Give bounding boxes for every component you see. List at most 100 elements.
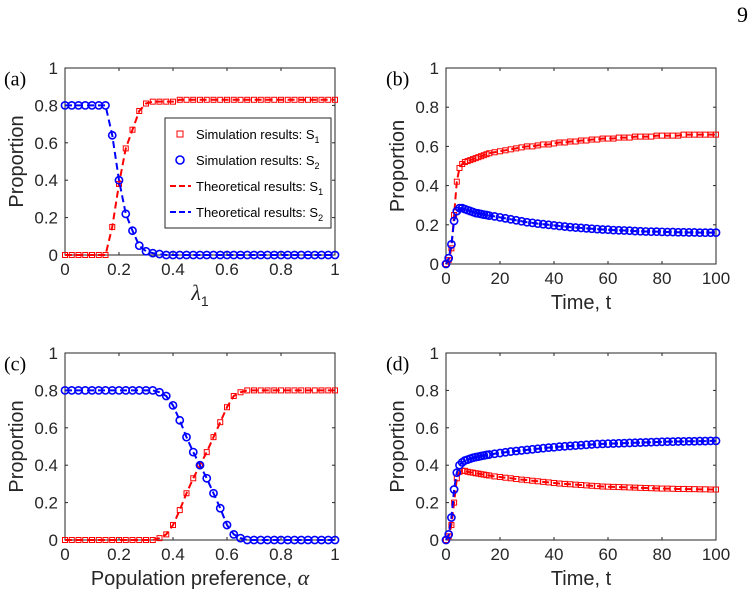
legend-label: Simulation results: S1 [196, 127, 320, 145]
data-point-s2 [598, 225, 607, 234]
data-point-s2 [533, 219, 543, 229]
data-point-s2 [641, 227, 651, 236]
x-tick-label: 20 [491, 545, 510, 564]
y-tick-label: 0.2 [34, 209, 58, 228]
x-tick-label: 0.4 [161, 260, 185, 279]
data-point-s2 [168, 400, 178, 410]
data-point-s1 [170, 522, 176, 529]
data-point-s1 [325, 96, 332, 103]
y-axis-label: Proportion [6, 115, 28, 207]
page-number: 9 [737, 2, 748, 27]
data-point-s2 [522, 217, 532, 227]
data-point-s2 [652, 437, 661, 447]
y-tick-label: 0.2 [34, 494, 58, 513]
data-point-s2 [679, 227, 688, 237]
data-point-s2 [229, 529, 239, 539]
x-tick-label: 0 [60, 545, 69, 564]
data-point-s1 [197, 462, 203, 469]
x-tick-label: 1 [330, 260, 339, 279]
x-tick-label: 0 [441, 545, 450, 564]
y-tick-label: 0.8 [415, 381, 439, 400]
data-point-s1 [332, 387, 338, 394]
data-point-s2 [555, 442, 564, 452]
data-point-s2 [215, 503, 225, 513]
x-tick-label: 1 [330, 545, 339, 564]
data-point-s2 [449, 485, 459, 494]
data-point-s2 [565, 441, 575, 451]
data-point-s2 [446, 513, 456, 522]
y-tick-label: 0.2 [415, 216, 439, 235]
data-point-s2 [684, 228, 694, 237]
data-point-s1 [224, 404, 230, 411]
x-tick-label: 100 [702, 545, 730, 564]
panel-label: (d) [386, 354, 409, 376]
data-point-s2 [619, 226, 629, 235]
y-tick-label: 1 [430, 344, 439, 363]
data-point-s2 [121, 209, 131, 219]
y-tick-label: 0 [49, 246, 58, 265]
data-point-s2 [711, 228, 721, 238]
data-point-s2 [511, 215, 521, 225]
x-tick-label: 40 [545, 545, 564, 564]
data-point-s1 [291, 387, 298, 394]
y-tick-label: 0.4 [34, 171, 58, 190]
data-point-s2 [700, 436, 710, 446]
data-point-s1 [318, 96, 325, 103]
data-point-s2 [657, 227, 667, 237]
data-point-s2 [592, 224, 602, 234]
y-tick-label: 1 [49, 344, 58, 363]
data-point-s2 [500, 447, 510, 457]
legend-label: Simulation results: S2 [196, 153, 320, 171]
data-point-s1 [136, 108, 143, 115]
data-point-s2 [511, 446, 521, 456]
data-point-s2 [619, 438, 629, 448]
data-point-s1 [237, 96, 244, 103]
y-tick-label: 0.8 [34, 96, 58, 115]
data-point-s1 [122, 145, 129, 152]
data-point-s2 [490, 449, 499, 459]
x-tick-label: 0.8 [269, 260, 293, 279]
y-tick-label: 0.6 [415, 137, 439, 156]
data-point-s2 [455, 203, 464, 213]
y-tick-label: 0.6 [34, 419, 58, 438]
data-point-s1 [190, 96, 197, 103]
data-point-s2 [646, 227, 656, 237]
legend-box [164, 117, 332, 229]
y-tick-label: 1 [430, 59, 439, 78]
data-point-s2 [700, 228, 710, 238]
data-point-s1 [318, 387, 325, 394]
x-tick-label: 0.6 [215, 260, 239, 279]
data-point-s1 [136, 537, 143, 543]
y-tick-label: 0 [430, 255, 439, 274]
data-point-s1 [156, 98, 163, 105]
x-tick-label: 60 [599, 545, 618, 564]
data-point-s2 [209, 488, 218, 498]
x-tick-label: 0.2 [107, 545, 131, 564]
panel-label: (b) [386, 69, 409, 91]
data-point-s2 [528, 444, 537, 454]
data-point-s2 [652, 227, 661, 237]
y-tick-label: 0.8 [34, 381, 58, 400]
y-axis-label: Proportion [6, 400, 28, 492]
data-point-s2 [571, 223, 580, 232]
data-point-s2 [679, 437, 688, 446]
data-point-s1 [332, 96, 338, 103]
data-point-s2 [576, 223, 586, 233]
data-point-s2 [663, 227, 672, 237]
x-tick-label: 100 [702, 269, 730, 288]
data-point-s2 [673, 227, 683, 237]
x-axis-label: λ1 [190, 280, 209, 309]
data-point-s1 [62, 252, 68, 258]
data-point-s2 [549, 220, 559, 230]
plot-area [445, 352, 717, 541]
data-point-s2 [603, 439, 613, 449]
data-point-s2 [668, 227, 678, 237]
data-point-s1 [453, 178, 460, 185]
data-point-s1 [210, 434, 217, 441]
x-axis-label: Population preference, α [91, 565, 310, 590]
data-point-s2 [695, 436, 705, 446]
data-point-s2 [636, 226, 645, 236]
data-point-s1 [203, 449, 210, 456]
data-point-s1 [75, 537, 82, 543]
data-point-s1 [190, 475, 197, 482]
